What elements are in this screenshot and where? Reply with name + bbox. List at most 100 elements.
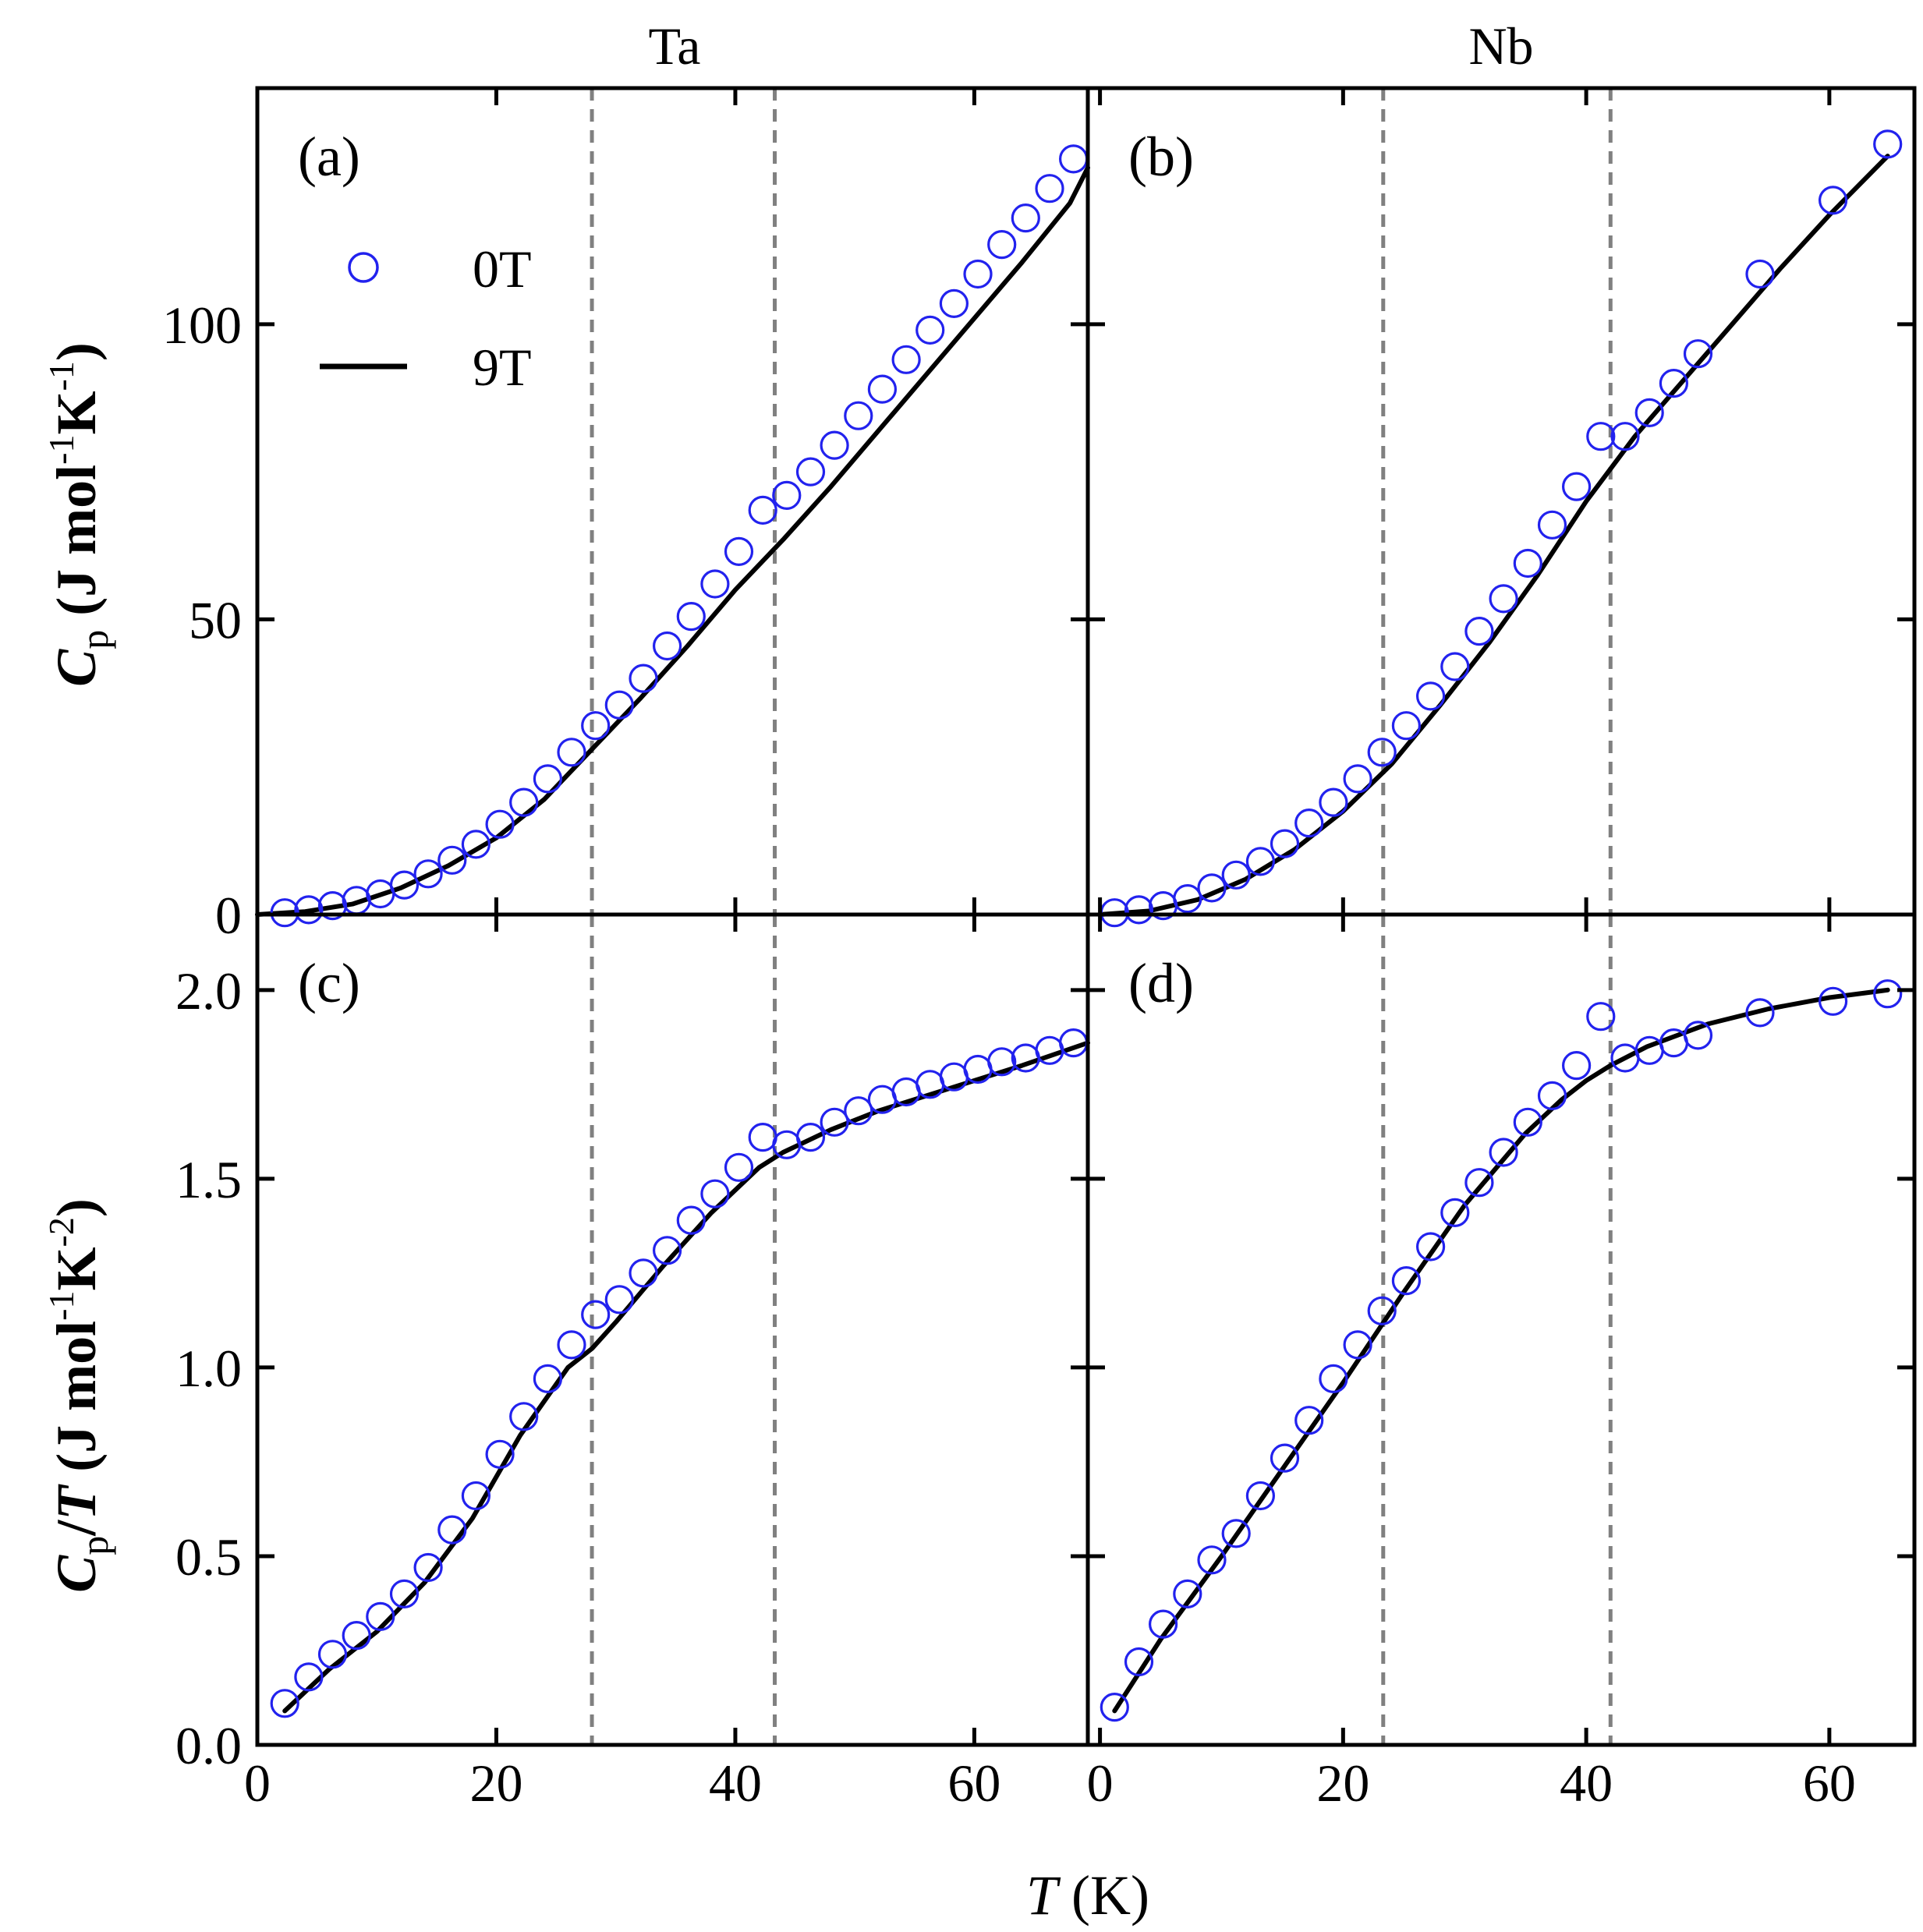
data-point-0t-c-19: [724, 1152, 754, 1182]
data-point-0t-c-8: [461, 1481, 491, 1511]
data-point-0t-d-2: [1148, 1609, 1178, 1639]
data-point-0t-c-0: [270, 1689, 299, 1718]
data-point-0t-a-1: [294, 895, 324, 925]
ytick-label-c-1.5: 1.5: [175, 1150, 242, 1209]
data-point-0t-d-9: [1319, 1364, 1348, 1394]
data-point-0t-a-13: [581, 711, 611, 741]
data-point-0t-b-10: [1343, 764, 1372, 794]
data-point-0t-d-1: [1124, 1647, 1154, 1677]
data-point-0t-c-12: [557, 1330, 586, 1360]
data-point-0t-a-15: [629, 663, 658, 693]
data-point-0t-c-3: [342, 1621, 371, 1651]
legend-label-0t: 0T: [473, 239, 532, 299]
series-9t-line-c: [282, 1040, 1090, 1714]
ylabel-top-k: K: [45, 391, 108, 434]
data-point-0t-d-26: [1819, 986, 1848, 1016]
data-point-0t-a-8: [461, 830, 491, 859]
data-point-0t-b-18: [1537, 510, 1567, 540]
panel-label-b: (b): [1128, 126, 1194, 188]
xtick-label-d-60: 60: [1803, 1753, 1856, 1813]
xlabel-unit: (K): [1071, 1864, 1149, 1927]
ylabel-top-sym: C: [45, 649, 108, 687]
plot-frame-a: [255, 86, 1090, 917]
data-point-0t-b-4: [1197, 873, 1227, 903]
data-point-0t-a-12: [557, 738, 586, 767]
ylabel-top: Cp (J mol-1K-1): [41, 342, 116, 687]
ytick-label-c-1: 1.0: [175, 1339, 242, 1398]
ylabel-top-exp2: -1: [41, 361, 81, 391]
data-point-0t-c-20: [748, 1122, 777, 1152]
data-point-0t-a-22: [795, 457, 826, 487]
data-point-0t-a-6: [413, 859, 443, 889]
data-point-0t-d-24: [1683, 1021, 1713, 1050]
data-point-0t-c-15: [629, 1258, 658, 1288]
data-point-0t-b-20: [1586, 422, 1616, 451]
panel-d: (d) 0 20 40 60: [1085, 912, 1917, 1813]
ylabel-top-close: ): [45, 342, 108, 361]
data-point-0t-a-30: [987, 230, 1017, 260]
data-point-0t-d-3: [1173, 1579, 1202, 1609]
panel-label-c: (c): [298, 952, 360, 1014]
data-point-0t-d-17: [1513, 1107, 1542, 1137]
data-point-0t-c-22: [795, 1122, 826, 1152]
data-point-0t-c-18: [700, 1179, 730, 1208]
data-point-0t-c-24: [844, 1096, 873, 1126]
data-point-0t-b-22: [1634, 398, 1664, 428]
column-title-nb: Nb: [1468, 16, 1533, 76]
plot-frame-d: [1085, 912, 1917, 1747]
data-point-0t-a-18: [700, 569, 730, 599]
data-point-0t-d-16: [1489, 1138, 1518, 1167]
ytick-label-a-50: 50: [189, 590, 242, 649]
data-point-0t-a-16: [652, 631, 682, 661]
data-point-0t-b-11: [1367, 738, 1397, 767]
data-point-0t-d-5: [1221, 1519, 1251, 1548]
xlabel: T (K): [1026, 1864, 1149, 1927]
data-point-0t-d-23: [1659, 1028, 1688, 1058]
data-point-0t-a-26: [891, 345, 921, 374]
data-point-0t-c-23: [820, 1107, 849, 1137]
data-point-0t-b-6: [1245, 847, 1276, 876]
data-point-0t-c-6: [413, 1552, 443, 1583]
data-point-0t-b-15: [1464, 616, 1494, 646]
xtick-label-c-0: 0: [244, 1753, 271, 1813]
data-point-0t-c-5: [389, 1579, 420, 1609]
data-point-0t-b-16: [1489, 584, 1518, 614]
ylabel-bottom-sym: C: [45, 1555, 108, 1593]
data-point-0t-b-25: [1745, 259, 1775, 289]
series-9t-line-b: [1097, 154, 1890, 917]
xtick-label-c-40: 40: [709, 1753, 762, 1813]
series-9t-line-d: [1112, 987, 1890, 1714]
data-point-0t-a-2: [317, 890, 348, 921]
data-point-0t-a-32: [1035, 174, 1064, 203]
legend-marker-0t: [348, 252, 379, 283]
data-point-0t-b-27: [1873, 129, 1903, 159]
data-point-0t-b-24: [1683, 339, 1713, 369]
data-point-0t-c-14: [604, 1285, 634, 1315]
ytick-label-a-100: 100: [162, 295, 242, 355]
data-point-0t-d-11: [1367, 1296, 1397, 1325]
data-point-0t-a-25: [867, 374, 898, 404]
ylabel-bottom-unit: (J mol: [45, 1321, 108, 1472]
data-point-0t-c-31: [1011, 1043, 1040, 1073]
ylabel-bottom-slash: /: [45, 1520, 108, 1537]
data-point-0t-b-5: [1221, 860, 1251, 890]
data-point-0t-b-7: [1270, 829, 1300, 858]
data-point-0t-b-8: [1294, 808, 1324, 838]
ytick-label-c-0: 0.0: [175, 1716, 242, 1775]
data-point-0t-d-27: [1873, 979, 1903, 1009]
data-point-0t-d-18: [1537, 1081, 1567, 1111]
panel-c: (c) 0.0 0.5 1.0 1.5 2.0 0 20 40 60: [175, 912, 1090, 1813]
data-point-0t-c-17: [676, 1205, 706, 1235]
data-point-0t-b-1: [1124, 895, 1154, 925]
data-point-0t-a-7: [437, 845, 467, 875]
data-point-0t-a-10: [509, 787, 539, 817]
panel-b: (b): [1085, 86, 1917, 928]
xtick-label-c-20: 20: [469, 1753, 522, 1813]
data-point-0t-a-33: [1058, 144, 1089, 174]
data-point-0t-a-11: [533, 764, 563, 794]
ytick-label-c-0.5: 0.5: [175, 1527, 242, 1587]
data-point-0t-b-12: [1391, 711, 1422, 741]
data-point-0t-c-13: [581, 1300, 611, 1329]
data-point-0t-a-19: [724, 536, 754, 567]
data-point-0t-d-6: [1245, 1481, 1276, 1511]
